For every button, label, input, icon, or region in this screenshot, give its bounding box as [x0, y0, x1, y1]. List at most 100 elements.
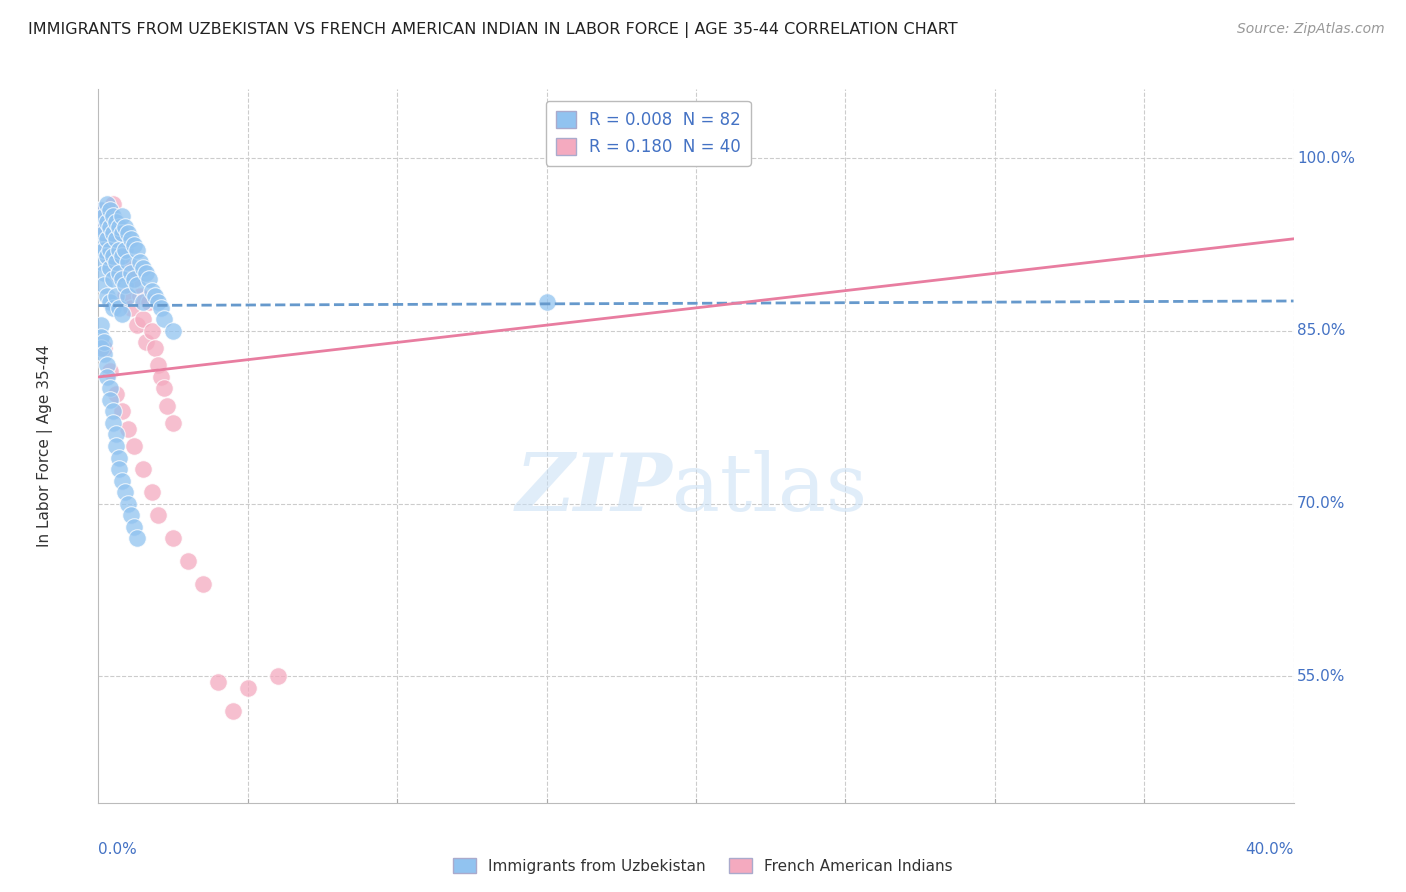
Point [124, 237, 146, 252]
Point [148, 359, 170, 373]
Point [156, 399, 179, 413]
Point [141, 284, 163, 298]
Text: IMMIGRANTS FROM UZBEKISTAN VS FRENCH AMERICAN INDIAN IN LABOR FORCE | AGE 35-44 : IMMIGRANTS FROM UZBEKISTAN VS FRENCH AME… [28, 22, 957, 38]
Point [177, 554, 200, 568]
Point [153, 381, 176, 395]
Text: In Labor Force | Age 35-44: In Labor Force | Age 35-44 [37, 345, 52, 547]
Point [98, 364, 122, 378]
Text: 100.0%: 100.0% [1298, 151, 1355, 166]
Point [162, 531, 184, 545]
Point [108, 266, 131, 280]
Point [93, 244, 115, 258]
Point [236, 681, 259, 695]
Point [90, 202, 112, 217]
Point [90, 341, 112, 355]
Point [143, 341, 166, 355]
Point [117, 497, 139, 511]
Text: 85.0%: 85.0% [1298, 324, 1346, 338]
Point [93, 347, 115, 361]
Point [103, 209, 125, 223]
Point [90, 220, 112, 235]
Point [103, 416, 125, 430]
Point [120, 232, 142, 246]
Point [132, 295, 155, 310]
Point [117, 422, 139, 436]
Point [114, 485, 136, 500]
Point [148, 508, 170, 522]
Point [132, 260, 155, 275]
Point [108, 450, 131, 465]
Point [148, 295, 170, 310]
Point [105, 439, 128, 453]
Point [129, 255, 152, 269]
Point [96, 249, 118, 263]
Point [120, 266, 142, 280]
Point [96, 232, 118, 246]
Point [124, 272, 146, 286]
Point [127, 244, 149, 258]
Point [103, 272, 125, 286]
Point [90, 255, 112, 269]
Point [98, 260, 122, 275]
Point [127, 318, 149, 333]
Point [93, 277, 115, 292]
Point [108, 220, 131, 235]
Point [135, 266, 157, 280]
Point [108, 462, 131, 476]
Text: 40.0%: 40.0% [1246, 842, 1294, 857]
Point [103, 404, 125, 418]
Point [103, 226, 125, 240]
Point [111, 272, 134, 286]
Point [111, 307, 134, 321]
Point [98, 202, 122, 217]
Point [536, 295, 558, 310]
Point [93, 266, 115, 280]
Point [98, 244, 122, 258]
Point [105, 427, 128, 442]
Point [153, 312, 176, 326]
Point [111, 244, 134, 258]
Point [105, 289, 128, 303]
Point [105, 266, 128, 280]
Point [127, 277, 149, 292]
Text: 70.0%: 70.0% [1298, 496, 1346, 511]
Point [93, 220, 115, 235]
Point [138, 272, 160, 286]
Point [150, 301, 173, 315]
Point [96, 237, 118, 252]
Point [105, 255, 128, 269]
Point [103, 249, 125, 263]
Point [141, 324, 163, 338]
Point [90, 202, 112, 217]
Point [117, 226, 139, 240]
Point [90, 318, 112, 333]
Point [132, 312, 155, 326]
Point [138, 295, 160, 310]
Point [114, 220, 136, 235]
Point [129, 289, 152, 303]
Point [267, 669, 290, 683]
Point [96, 289, 118, 303]
Point [124, 272, 146, 286]
Legend: R = 0.008  N = 82, R = 0.180  N = 40: R = 0.008 N = 82, R = 0.180 N = 40 [546, 101, 751, 166]
Point [96, 214, 118, 228]
Point [108, 244, 131, 258]
Point [103, 197, 125, 211]
Point [141, 485, 163, 500]
Point [90, 237, 112, 252]
Point [98, 295, 122, 310]
Point [93, 209, 115, 223]
Point [117, 289, 139, 303]
Point [162, 416, 184, 430]
Point [124, 519, 146, 533]
Point [114, 244, 136, 258]
Text: 0.0%: 0.0% [98, 842, 138, 857]
Point [98, 255, 122, 269]
Point [108, 301, 131, 315]
Point [135, 335, 157, 350]
Point [111, 249, 134, 263]
Point [191, 577, 214, 591]
Point [124, 439, 146, 453]
Point [150, 370, 173, 384]
Point [162, 324, 184, 338]
